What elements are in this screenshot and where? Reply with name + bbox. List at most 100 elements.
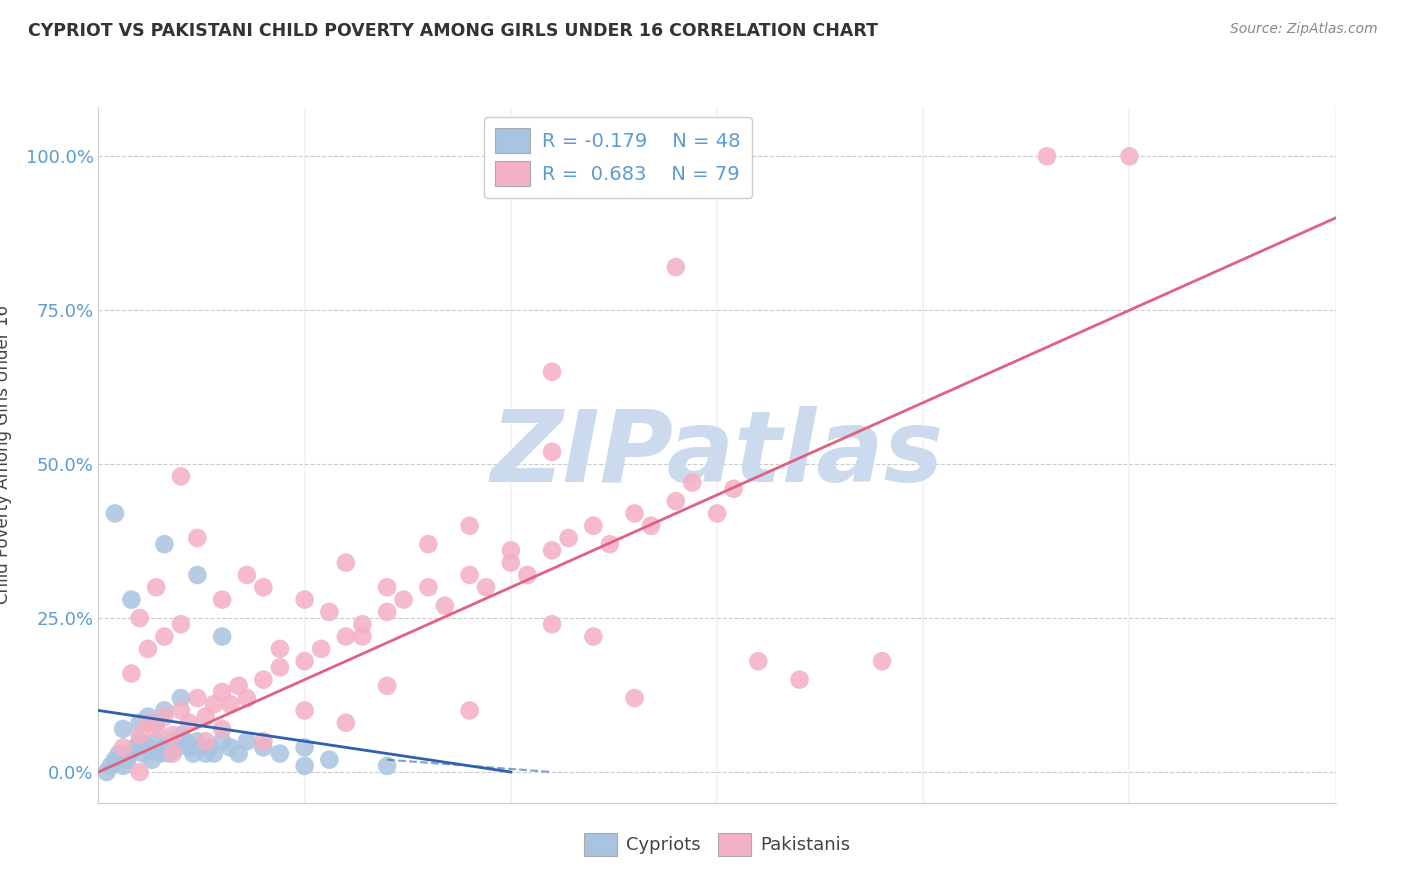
- Point: [269, 747, 291, 761]
- Point: [153, 537, 176, 551]
- Point: [458, 518, 481, 533]
- Text: Source: ZipAtlas.com: Source: ZipAtlas.com: [1230, 22, 1378, 37]
- Point: [665, 494, 688, 508]
- Point: [128, 728, 150, 742]
- Text: ZIPatlas: ZIPatlas: [491, 407, 943, 503]
- Point: [186, 568, 208, 582]
- Point: [170, 703, 193, 717]
- Point: [198, 740, 221, 755]
- Point: [128, 734, 150, 748]
- Point: [294, 592, 316, 607]
- Point: [582, 518, 605, 533]
- Point: [557, 531, 579, 545]
- Point: [194, 709, 217, 723]
- Point: [186, 531, 208, 545]
- Point: [145, 734, 167, 748]
- Point: [335, 715, 357, 730]
- Point: [128, 764, 150, 779]
- Point: [202, 698, 225, 712]
- Point: [120, 592, 142, 607]
- Point: [294, 740, 316, 755]
- Point: [194, 734, 217, 748]
- Point: [219, 698, 242, 712]
- Point: [870, 654, 893, 668]
- Point: [392, 592, 415, 607]
- Point: [352, 617, 374, 632]
- Legend: Cypriots, Pakistanis: Cypriots, Pakistanis: [576, 826, 858, 863]
- Point: [1036, 149, 1059, 163]
- Point: [375, 580, 398, 594]
- Point: [516, 568, 538, 582]
- Point: [153, 630, 176, 644]
- Y-axis label: Child Poverty Among Girls Under 16: Child Poverty Among Girls Under 16: [0, 305, 11, 605]
- Point: [475, 580, 498, 594]
- Point: [228, 679, 250, 693]
- Point: [418, 537, 440, 551]
- Point: [375, 679, 398, 693]
- Point: [219, 740, 242, 755]
- Point: [789, 673, 811, 687]
- Point: [117, 753, 139, 767]
- Point: [136, 641, 159, 656]
- Point: [228, 747, 250, 761]
- Point: [190, 740, 212, 755]
- Point: [541, 617, 564, 632]
- Point: [104, 507, 127, 521]
- Point: [124, 740, 146, 755]
- Point: [202, 747, 225, 761]
- Point: [352, 630, 374, 644]
- Point: [181, 747, 204, 761]
- Point: [599, 537, 621, 551]
- Point: [236, 568, 259, 582]
- Point: [269, 641, 291, 656]
- Point: [433, 599, 456, 613]
- Point: [194, 747, 217, 761]
- Point: [104, 753, 127, 767]
- Point: [179, 715, 201, 730]
- Point: [153, 703, 176, 717]
- Point: [179, 740, 201, 755]
- Point: [318, 753, 340, 767]
- Point: [269, 660, 291, 674]
- Point: [252, 580, 274, 594]
- Point: [128, 715, 150, 730]
- Point: [170, 617, 193, 632]
- Point: [418, 580, 440, 594]
- Point: [335, 556, 357, 570]
- Point: [145, 722, 167, 736]
- Point: [211, 685, 233, 699]
- Point: [141, 753, 163, 767]
- Point: [252, 734, 274, 748]
- Point: [136, 740, 159, 755]
- Point: [623, 507, 645, 521]
- Point: [170, 469, 193, 483]
- Point: [252, 740, 274, 755]
- Point: [149, 747, 172, 761]
- Point: [458, 568, 481, 582]
- Point: [294, 654, 316, 668]
- Point: [541, 445, 564, 459]
- Point: [170, 728, 193, 742]
- Point: [706, 507, 728, 521]
- Point: [723, 482, 745, 496]
- Point: [1118, 149, 1140, 163]
- Point: [112, 740, 135, 755]
- Point: [623, 691, 645, 706]
- Point: [236, 691, 259, 706]
- Point: [541, 365, 564, 379]
- Point: [108, 747, 131, 761]
- Point: [112, 759, 135, 773]
- Point: [211, 592, 233, 607]
- Point: [640, 518, 662, 533]
- Point: [145, 715, 167, 730]
- Point: [186, 734, 208, 748]
- Point: [136, 715, 159, 730]
- Point: [128, 611, 150, 625]
- Point: [166, 740, 188, 755]
- Point: [211, 734, 233, 748]
- Point: [499, 556, 522, 570]
- Point: [120, 747, 142, 761]
- Point: [145, 580, 167, 594]
- Point: [157, 747, 180, 761]
- Point: [309, 641, 332, 656]
